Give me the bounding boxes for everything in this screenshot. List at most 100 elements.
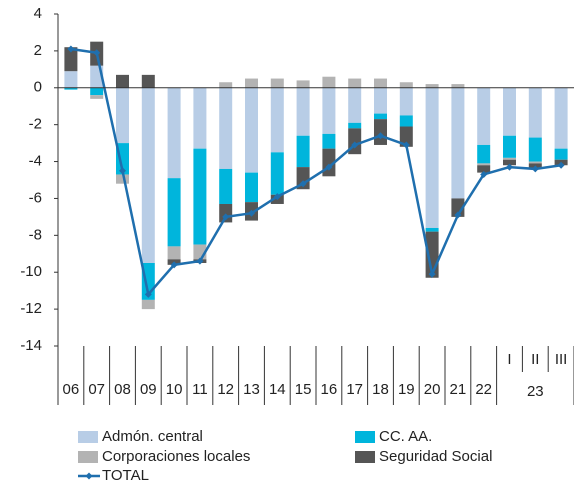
bar-segment [296,135,310,168]
total-line [70,47,562,298]
bar-segment [348,78,362,88]
total-marker [557,161,565,169]
x-tick-label: 06 [63,381,80,398]
bar-segment [425,87,439,228]
x-tick-label: 07 [88,381,105,398]
bar-segment [219,87,233,169]
bar-segment [554,87,568,149]
x-tick-label: II [531,351,539,368]
bar-segment [374,78,387,88]
bar-segment [270,87,284,153]
bar-segment [167,87,181,179]
total-marker [531,165,539,173]
bar-segment [528,137,542,162]
total-marker [222,213,230,221]
y-tick-label: 2 [34,42,42,59]
bar-segment [528,161,542,164]
y-tick-label: -6 [29,189,42,206]
legend-label: Corporaciones locales [102,448,250,465]
legend-swatch [355,431,375,443]
y-tick-label: -4 [29,153,42,170]
legend-label: Admón. central [102,428,203,445]
bar-segment [322,76,336,88]
total-marker [67,45,75,53]
bar-segment [451,198,465,217]
legend-swatch [78,431,98,443]
legend-label: CC. AA. [379,428,432,445]
total-marker [480,170,488,178]
total-marker [351,141,359,149]
legend-swatch [355,451,375,463]
total-marker [454,211,462,219]
bar-segment [116,74,129,88]
legend-marker [85,472,93,480]
x-tick-label: 18 [372,381,389,398]
bar-segment [322,133,336,149]
x-tick-label: 11 [192,381,208,398]
x-group-label: 23 [527,383,544,400]
bar-segment [270,152,284,195]
total-marker [248,209,255,217]
bar-segment [477,144,491,164]
bar-segment [477,87,491,145]
bar-segment [116,87,129,144]
total-marker [299,180,307,188]
x-tick-label: 17 [346,381,363,398]
bar-segment [245,87,258,173]
bar-segment [219,203,233,223]
x-tick-label: 19 [398,381,415,398]
x-tick-label: 12 [217,381,234,398]
x-tick-label: 13 [243,381,260,398]
bar-segment [90,95,104,99]
y-tick-label: -8 [29,226,42,243]
bar-segment [167,178,181,247]
bar-segment [90,87,104,96]
y-tick-label: -2 [29,116,42,133]
bar-segment [193,87,207,149]
bar-segment [399,115,413,127]
x-tick-label: III [555,351,568,368]
bar-segment [451,84,465,88]
legend-swatch [78,451,98,463]
total-marker [273,193,281,201]
x-tick-label: 15 [295,381,312,398]
bar-segment [141,74,155,88]
total-marker [506,163,513,171]
bar-segment [296,87,310,136]
x-tick-label: 16 [321,381,338,398]
bar-segment [528,87,542,138]
bar-segment [503,87,516,136]
bar-segment [64,71,78,88]
x-tick-label: 22 [475,381,492,398]
total-marker [170,261,178,269]
x-tick-label: 08 [114,381,131,398]
bar-segment [503,159,516,166]
x-tick-label: 21 [450,381,467,398]
bar-segment [296,80,310,88]
bar-segment [141,87,155,264]
legend-label: Seguridad Social [379,448,492,465]
total-marker [196,257,204,265]
y-tick-label: 4 [34,5,42,22]
y-tick-label: 0 [34,79,42,96]
y-tick-label: -10 [20,263,42,280]
bar-segment [167,246,181,260]
x-tick-label: 10 [166,381,183,398]
bar-segment [477,163,491,166]
bar-segment [503,157,516,160]
x-tick-label: 14 [269,381,286,398]
x-tick-label: I [507,351,511,368]
bar-segment [451,87,465,199]
bar-segment [374,119,387,145]
bar-segment [348,87,362,123]
bar-segment [64,87,78,90]
bar-segment [116,174,129,184]
total-marker [402,141,410,149]
bar-segment [399,126,413,147]
bar-segment [245,172,258,203]
bar-segment [554,148,568,160]
bar-segment [64,47,78,72]
bar-segment [193,148,207,245]
total-marker [144,290,152,298]
